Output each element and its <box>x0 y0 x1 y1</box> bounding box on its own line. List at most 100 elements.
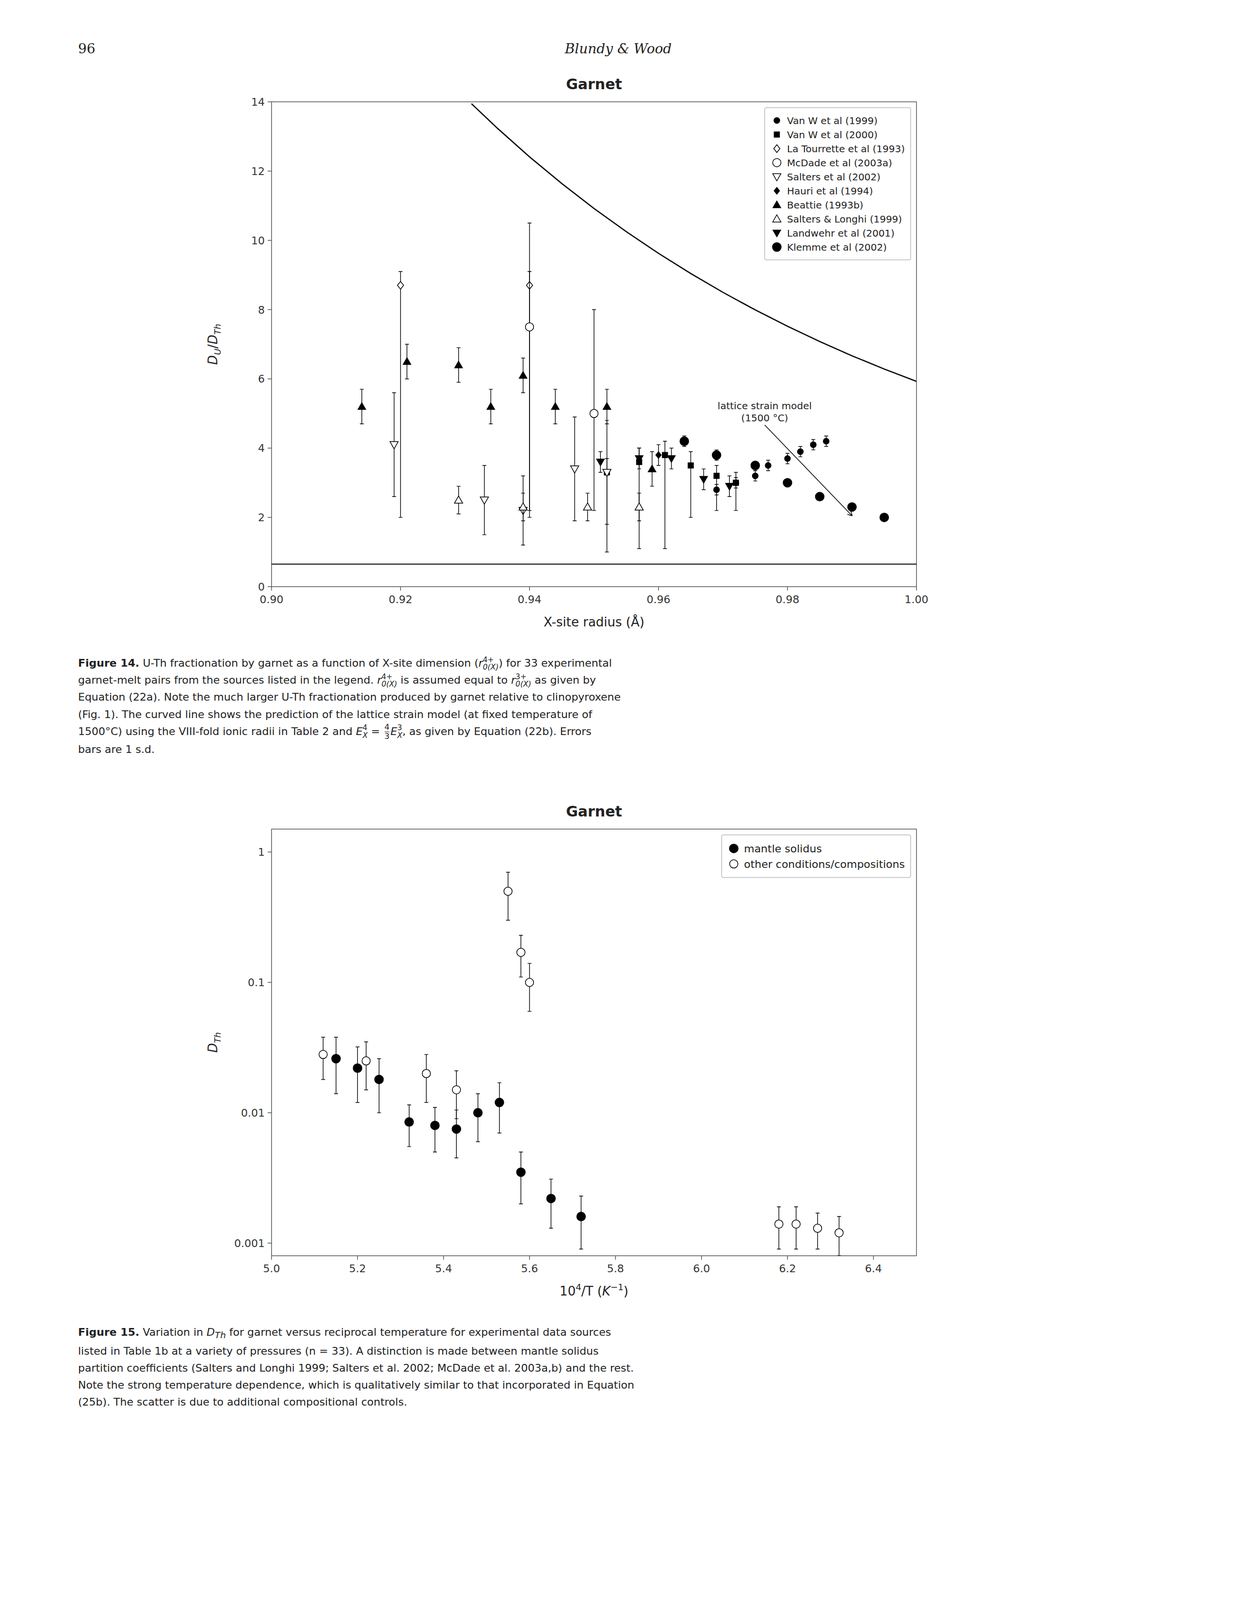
data-point <box>751 461 760 470</box>
error-bar <box>714 465 719 511</box>
data-point <box>397 281 404 290</box>
data-point <box>590 409 599 418</box>
math-base: D <box>206 1326 215 1339</box>
math-sup: 4 <box>362 724 369 732</box>
legend-marker <box>729 844 739 853</box>
legend-marker <box>772 242 782 252</box>
math-sup: 3 <box>397 724 403 732</box>
data-point <box>362 1057 371 1066</box>
math-base: r <box>377 674 382 687</box>
data-point <box>602 469 611 477</box>
legend-marker <box>773 117 780 124</box>
data-point <box>374 1075 384 1084</box>
math-scripts: 3+0(X) <box>515 673 531 689</box>
y-tick <box>267 851 272 853</box>
math-sub: 0(X) <box>381 680 398 689</box>
caption-line: Equation (22a). Note the much larger U-T… <box>78 688 621 706</box>
data-point <box>880 513 889 522</box>
legend-marker <box>772 158 782 167</box>
data-point <box>699 476 708 484</box>
data-point <box>713 473 720 479</box>
x-tick <box>271 1255 273 1260</box>
data-point <box>813 1224 822 1233</box>
y-tick <box>267 448 272 450</box>
plot-frame <box>271 101 917 587</box>
text-run: U <box>212 348 223 355</box>
data-point <box>525 978 534 987</box>
figure-caption: Figure 14. U-Th fractionation by garnet … <box>78 654 621 759</box>
text-run: 4 <box>575 1282 582 1293</box>
x-tick-label: 0.90 <box>259 593 284 606</box>
data-point <box>688 463 694 469</box>
x-tick-label: 5.8 <box>607 1262 625 1275</box>
x-tick <box>615 1255 617 1260</box>
data-point <box>331 1054 341 1064</box>
math-sub: 0(X) <box>515 680 531 689</box>
legend-label: La Tourrette et al (1993) <box>787 143 905 155</box>
page: 96Blundy & WoodGarnet0.900.920.940.960.9… <box>0 0 1237 1600</box>
caption-line: listed in Table 1b at a variety of press… <box>78 1342 635 1360</box>
caption-line: partition coefficients (Salters and Long… <box>78 1359 635 1377</box>
error-bar <box>334 1037 338 1094</box>
x-tick-label: 5.6 <box>521 1262 539 1275</box>
error-bar <box>355 1046 360 1103</box>
legend-label: Landwehr et al (2001) <box>787 227 895 240</box>
data-point <box>357 402 366 410</box>
fraction: 43 <box>383 722 391 741</box>
x-tick <box>443 1255 445 1260</box>
legend-marker <box>772 230 781 238</box>
y-tick <box>267 586 272 588</box>
math-base: r <box>478 657 483 670</box>
caption-text: as given by <box>530 674 596 687</box>
y-tick <box>267 101 272 103</box>
data-point <box>503 887 513 896</box>
data-point <box>815 492 825 501</box>
caption-label: Figure 14. <box>78 657 140 670</box>
y-tick-label: 0.001 <box>234 1237 265 1250</box>
y-tick <box>267 240 272 241</box>
error-bar <box>548 1179 553 1229</box>
x-axis-label: X-site radius (Å) <box>543 614 645 630</box>
caption-text: Variation in <box>139 1326 207 1339</box>
plot-area <box>319 872 844 1256</box>
data-point <box>454 496 463 504</box>
x-tick-label: 0.94 <box>517 593 542 606</box>
math-scripts: 4+0(X) <box>381 673 398 689</box>
legend-marker <box>773 187 780 195</box>
legend-marker <box>772 173 782 181</box>
text-run: Th <box>212 1032 223 1044</box>
text-run: /T ( <box>581 1284 603 1299</box>
x-tick-label: 6.0 <box>692 1262 710 1275</box>
text-run: D <box>205 1043 221 1053</box>
chart-title: Garnet <box>565 75 623 93</box>
caption-line: bars are 1 s.d. <box>78 740 621 758</box>
legend-label: mantle solidus <box>743 842 822 855</box>
math-sub: X <box>397 732 403 740</box>
caption-label: Figure 15. <box>78 1326 140 1339</box>
error-bar <box>377 1059 382 1114</box>
math-sub: 0(X) <box>482 663 499 672</box>
caption-text: = <box>367 725 384 738</box>
y-tick <box>267 309 272 311</box>
data-point <box>847 502 857 512</box>
error-bar <box>497 1082 502 1134</box>
legend-marker <box>772 214 782 223</box>
caption-text: garnet-melt pairs from the sources liste… <box>78 674 378 687</box>
data-point <box>389 441 399 450</box>
math-scripts: 3X <box>397 724 403 740</box>
data-point <box>752 472 759 479</box>
x-tick-label: 1.00 <box>904 593 929 606</box>
caption-line: Figure 15. Variation in DTh for garnet v… <box>78 1323 635 1343</box>
y-tick-label: 2 <box>257 511 265 524</box>
y-tick-label: 0.1 <box>247 976 265 989</box>
data-point <box>430 1121 440 1130</box>
y-tick <box>267 378 272 380</box>
x-tick-label: 5.4 <box>434 1262 452 1275</box>
math-sub: X <box>362 732 369 740</box>
legend: mantle solidusother conditions/compositi… <box>721 835 911 878</box>
y-tick-label: 1 <box>257 846 265 859</box>
legend-label: Salters & Longhi (1999) <box>787 213 902 225</box>
math-sub: Th <box>214 1330 226 1341</box>
data-point <box>546 1194 556 1204</box>
legend-marker <box>774 131 780 138</box>
